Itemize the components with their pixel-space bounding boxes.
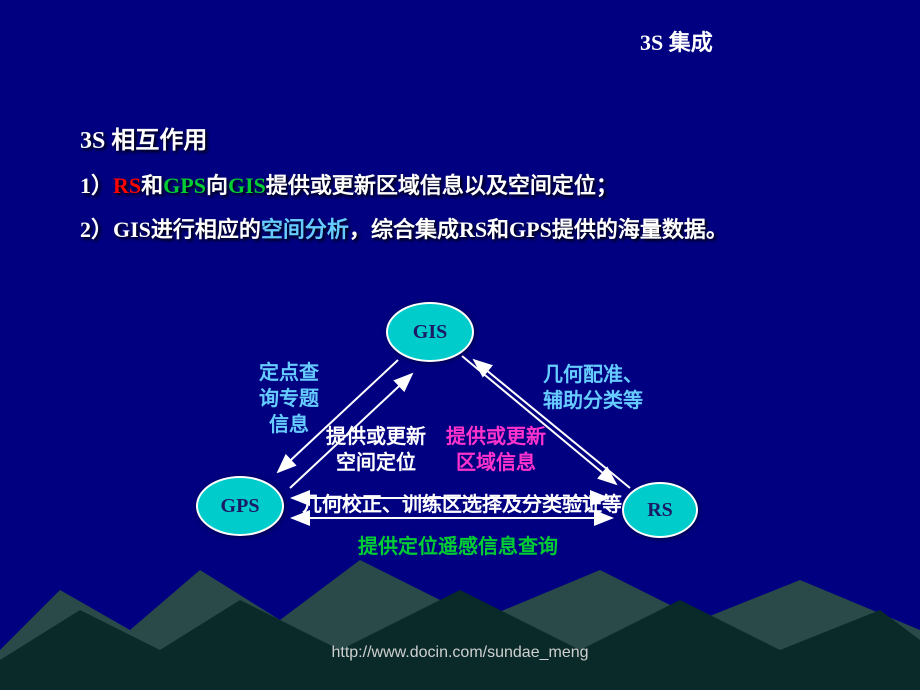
- footer-url: http://www.docin.com/sundae_meng: [0, 644, 920, 662]
- node-gps-label: GPS: [221, 495, 260, 518]
- node-gis-label: GIS: [413, 321, 447, 344]
- node-rs: RS: [622, 482, 698, 538]
- edge-label-gps-rs-white: 几何校正、训练区选择及分类验证等: [292, 492, 632, 518]
- edge-label-gis-rs-blue: 几何配准、辅助分类等: [528, 362, 658, 414]
- edge-label-gps-rs-green: 提供定位遥感信息查询: [338, 534, 578, 560]
- node-gps: GPS: [196, 476, 284, 536]
- node-rs-label: RS: [647, 499, 673, 522]
- edge-label-gis-rs-magenta: 提供或更新区域信息: [436, 424, 556, 476]
- diagram-container: GIS GPS RS 定点查询专题信息 提供或更新空间定位 几何配准、辅助分类等…: [0, 0, 920, 690]
- edge-label-gps-gis-white: 提供或更新空间定位: [316, 424, 436, 476]
- node-gis: GIS: [386, 302, 474, 362]
